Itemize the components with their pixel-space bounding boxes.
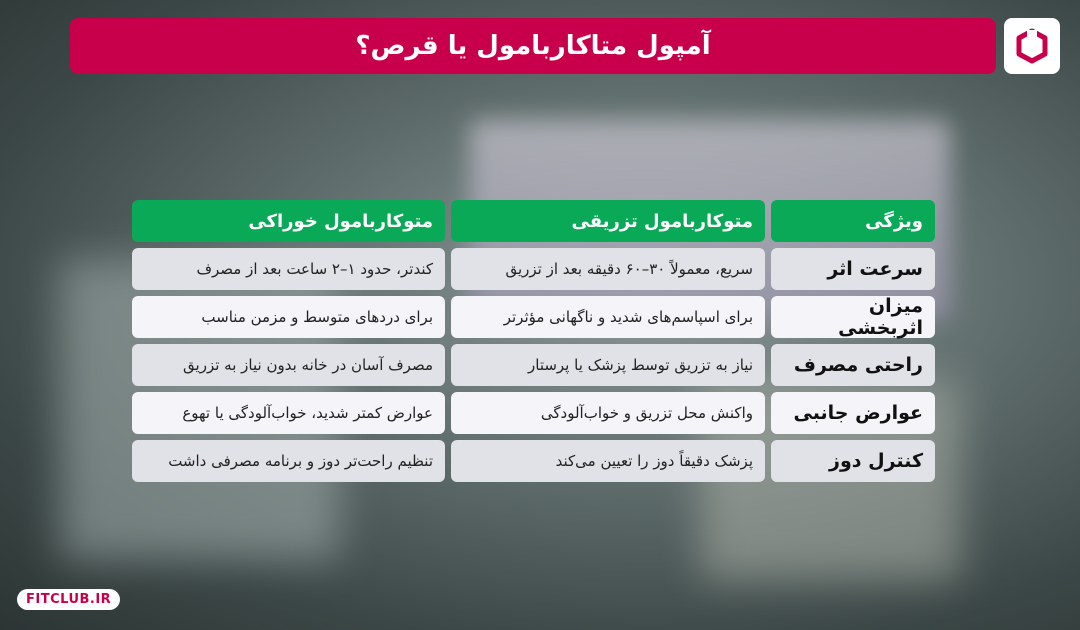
header-injection: متوکاربامول تزریقی [451, 200, 765, 242]
table-row: راحتی مصرف نیاز به تزریق توسط پزشک یا پر… [132, 344, 935, 386]
table-row: کنترل دوز پزشک دقیقاً دوز را تعیین می‌کن… [132, 440, 935, 482]
injection-cell: برای اسپاسم‌های شدید و ناگهانی مؤثرتر [451, 296, 765, 338]
fitclub-logo-icon [1004, 18, 1060, 74]
feature-cell: سرعت اثر [771, 248, 935, 290]
table-row: سرعت اثر سریع، معمولاً ۳۰–۶۰ دقیقه بعد ا… [132, 248, 935, 290]
feature-cell: عوارض جانبی [771, 392, 935, 434]
feature-cell: کنترل دوز [771, 440, 935, 482]
oral-cell: تنظیم راحت‌تر دوز و برنامه مصرفی داشت [132, 440, 445, 482]
oral-cell: کندتر، حدود ۱–۲ ساعت بعد از مصرف [132, 248, 445, 290]
header-feature: ویژگی [771, 200, 935, 242]
injection-cell: سریع، معمولاً ۳۰–۶۰ دقیقه بعد از تزریق [451, 248, 765, 290]
oral-cell: برای دردهای متوسط و مزمن مناسب [132, 296, 445, 338]
injection-cell: پزشک دقیقاً دوز را تعیین می‌کند [451, 440, 765, 482]
comparison-table: ویژگی متوکاربامول تزریقی متوکاربامول خور… [132, 200, 935, 488]
page-title: آمپول متاکاربامول یا قرص؟ [70, 18, 996, 74]
injection-cell: واکنش محل تزریق و خواب‌آلودگی [451, 392, 765, 434]
injection-cell: نیاز به تزریق توسط پزشک یا پرستار [451, 344, 765, 386]
table-row: عوارض جانبی واکنش محل تزریق و خواب‌آلودگ… [132, 392, 935, 434]
feature-cell: راحتی مصرف [771, 344, 935, 386]
header-oral: متوکاربامول خوراکی [132, 200, 445, 242]
table-header: ویژگی متوکاربامول تزریقی متوکاربامول خور… [132, 200, 935, 242]
table-row: میزان اثربخشی برای اسپاسم‌های شدید و ناگ… [132, 295, 935, 339]
oral-cell: عوارض کمتر شدید، خواب‌آلودگی یا تهوع [132, 392, 445, 434]
site-url-badge[interactable]: FITCLUB.IR [17, 589, 121, 610]
feature-cell: میزان اثربخشی [771, 295, 935, 339]
oral-cell: مصرف آسان در خانه بدون نیاز به تزریق [132, 344, 445, 386]
